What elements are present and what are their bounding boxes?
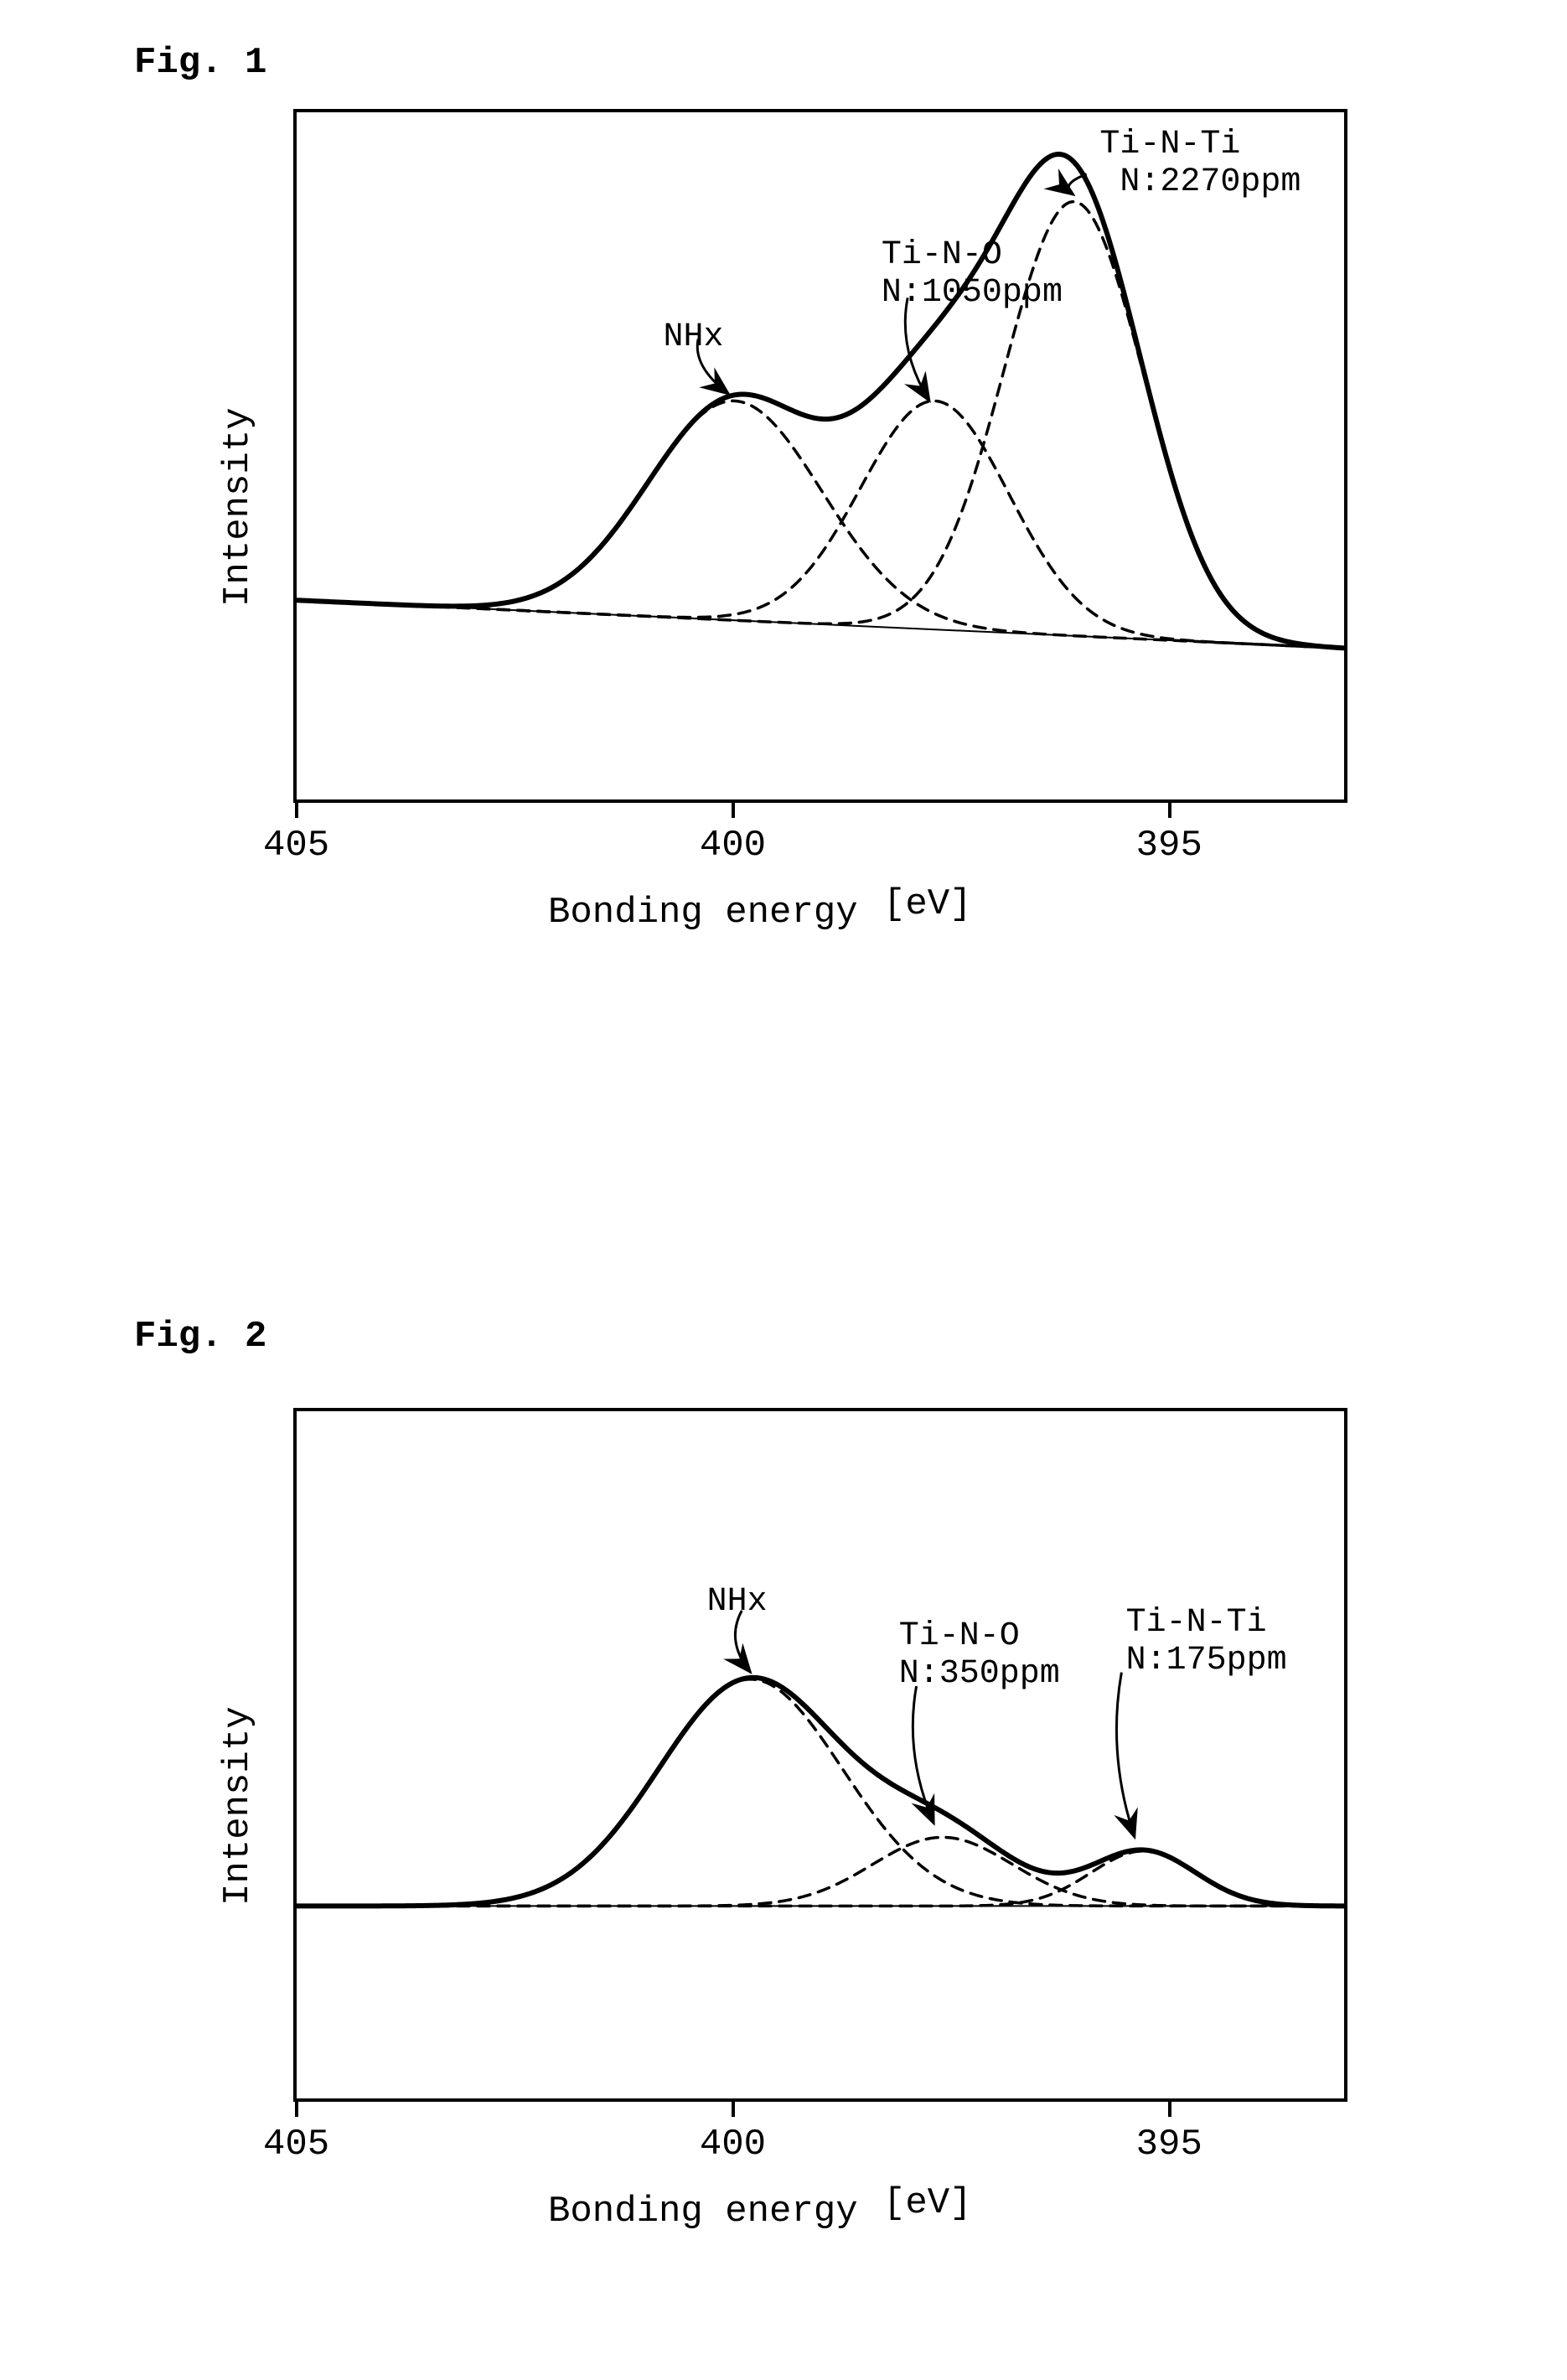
x-tick-label: 405 (263, 825, 329, 867)
chart-annotation: Ti-N-O N:350ppm (899, 1617, 1060, 1693)
x-tick-label: 395 (1136, 2124, 1202, 2165)
x-tick (732, 2098, 735, 2117)
x-tick (732, 799, 735, 818)
chart-annotation: Ti-N-Ti N:2270ppm (1099, 126, 1301, 201)
x-tick-label: 400 (700, 825, 766, 867)
x-tick-label: 400 (700, 2124, 766, 2165)
x-tick (295, 2098, 298, 2117)
chart-annotation: Ti-N-O N:1050ppm (882, 236, 1063, 312)
figure-2: 405400395IntensityBonding energy[eV]NHxT… (293, 1408, 1341, 2095)
x-axis-label: Bonding energy (548, 892, 858, 934)
chart-arrows (297, 1411, 1344, 2098)
x-axis-units: [eV] (883, 2182, 972, 2224)
figure-1: 405400395IntensityBonding energy[eV]NHxT… (293, 109, 1341, 796)
x-tick (295, 799, 298, 818)
plot-box: 405400395IntensityBonding energy[eV]NHxT… (293, 1408, 1347, 2102)
x-tick-label: 395 (1136, 825, 1202, 867)
figure-label: Fig. 1 (134, 42, 266, 84)
figure-label: Fig. 2 (134, 1316, 266, 1358)
x-axis-units: [eV] (883, 883, 972, 925)
chart-annotation: Ti-N-Ti N:175ppm (1126, 1604, 1287, 1679)
y-axis-label: Intensity (217, 408, 259, 608)
chart-annotation: NHx (664, 318, 724, 356)
x-tick (1168, 799, 1171, 818)
chart-arrows (297, 112, 1344, 799)
chart-annotation: NHx (707, 1583, 768, 1621)
x-tick (1168, 2098, 1171, 2117)
x-axis-label: Bonding energy (548, 2191, 858, 2233)
plot-box: 405400395IntensityBonding energy[eV]NHxT… (293, 109, 1347, 803)
x-tick-label: 405 (263, 2124, 329, 2165)
y-axis-label: Intensity (217, 1707, 259, 1907)
